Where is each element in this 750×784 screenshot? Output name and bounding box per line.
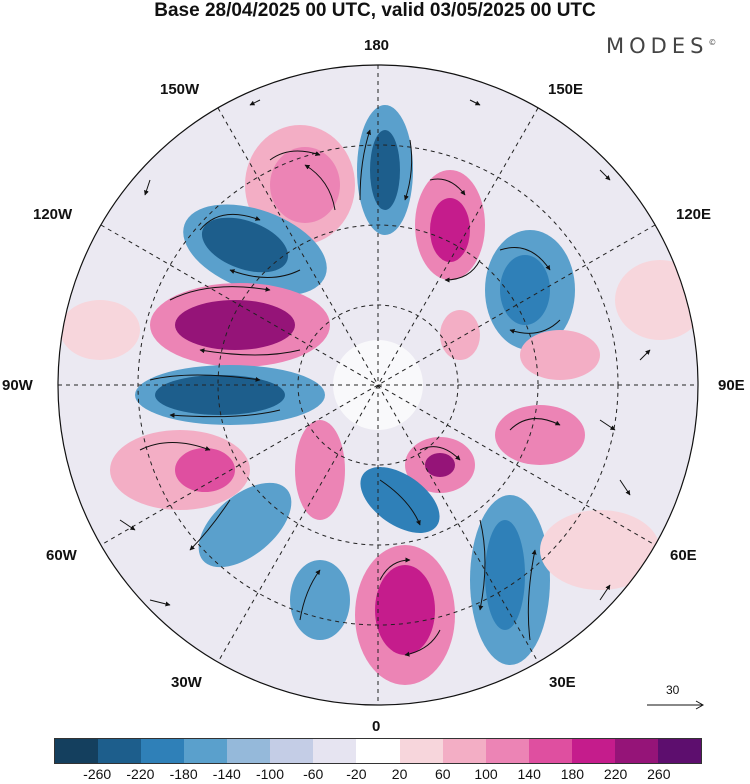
colorbar-tick-label: -140: [212, 766, 241, 782]
reference-vector-arrow: [647, 700, 705, 710]
colorbar-swatch: [571, 739, 615, 763]
lon-label-180: 180: [364, 37, 390, 54]
colorbar-swatch: [528, 739, 572, 763]
lon-label-120w: 120W: [33, 206, 73, 223]
map-boundary: [57, 64, 699, 706]
lon-label-0: 0: [372, 718, 381, 735]
colorbar-swatch: [485, 739, 529, 763]
colorbar-swatch: [184, 739, 228, 763]
colorbar-ticks: -260 -220 -180 -140 -100 -60 -20 20 60 100 140 180 2…: [54, 766, 702, 784]
lon-label-150w: 150W: [160, 81, 200, 98]
colorbar-tick-label: 100: [474, 766, 498, 782]
colorbar-swatch: [55, 739, 99, 763]
colorbar-tick-label: 180: [560, 766, 585, 782]
wind-vectors: [119, 99, 651, 657]
colorbar-swatch: [313, 739, 357, 763]
lon-label-120e: 120E: [676, 206, 712, 223]
colorbar-tick-label: -260: [83, 766, 112, 782]
brand-logo: MODES©: [606, 34, 716, 58]
colorbar-swatch: [614, 739, 658, 763]
map-field: [58, 65, 698, 705]
brand-name: MODES: [606, 34, 709, 58]
colorbar-tick-label: 140: [517, 766, 541, 782]
colorbar-swatch: [356, 739, 400, 763]
reference-vector-label: 30: [666, 683, 680, 697]
colorbar-swatch: [442, 739, 486, 763]
colorbar-tick-label: 60: [435, 766, 451, 782]
colorbar-tick-label: -100: [255, 766, 285, 782]
map-title: Base 28/04/2025 00 UTC, valid 03/05/2025…: [154, 0, 596, 21]
graticule: [58, 65, 698, 705]
lon-label-150e: 150E: [548, 81, 584, 98]
lon-label-30e: 30E: [549, 674, 576, 691]
colorbar-swatch: [657, 739, 701, 763]
colorbar-tick-label: 20: [391, 766, 408, 782]
colorbar-tick-label: 220: [603, 766, 628, 782]
colorbar-swatch: [141, 739, 185, 763]
colorbar-swatch: [227, 739, 271, 763]
colorbar-tick-label: 260: [647, 766, 671, 782]
colorbar-tick-label: -60: [303, 766, 324, 782]
colorbar-tick-label: -180: [169, 766, 198, 782]
colorbar-swatch: [98, 739, 142, 763]
colorbar-tick-label: -220: [126, 766, 155, 782]
lon-label-30w: 30W: [171, 674, 202, 691]
brand-mark: ©: [708, 38, 717, 47]
lon-label-60e: 60E: [670, 547, 697, 564]
colorbar: [54, 738, 702, 764]
colorbar-swatch: [399, 739, 443, 763]
lon-label-60w: 60W: [46, 547, 77, 564]
lon-label-90e: 90E: [718, 377, 745, 394]
lon-label-90w: 90W: [2, 377, 33, 394]
colorbar-swatch: [270, 739, 314, 763]
colorbar-tick-label: -20: [346, 766, 367, 782]
